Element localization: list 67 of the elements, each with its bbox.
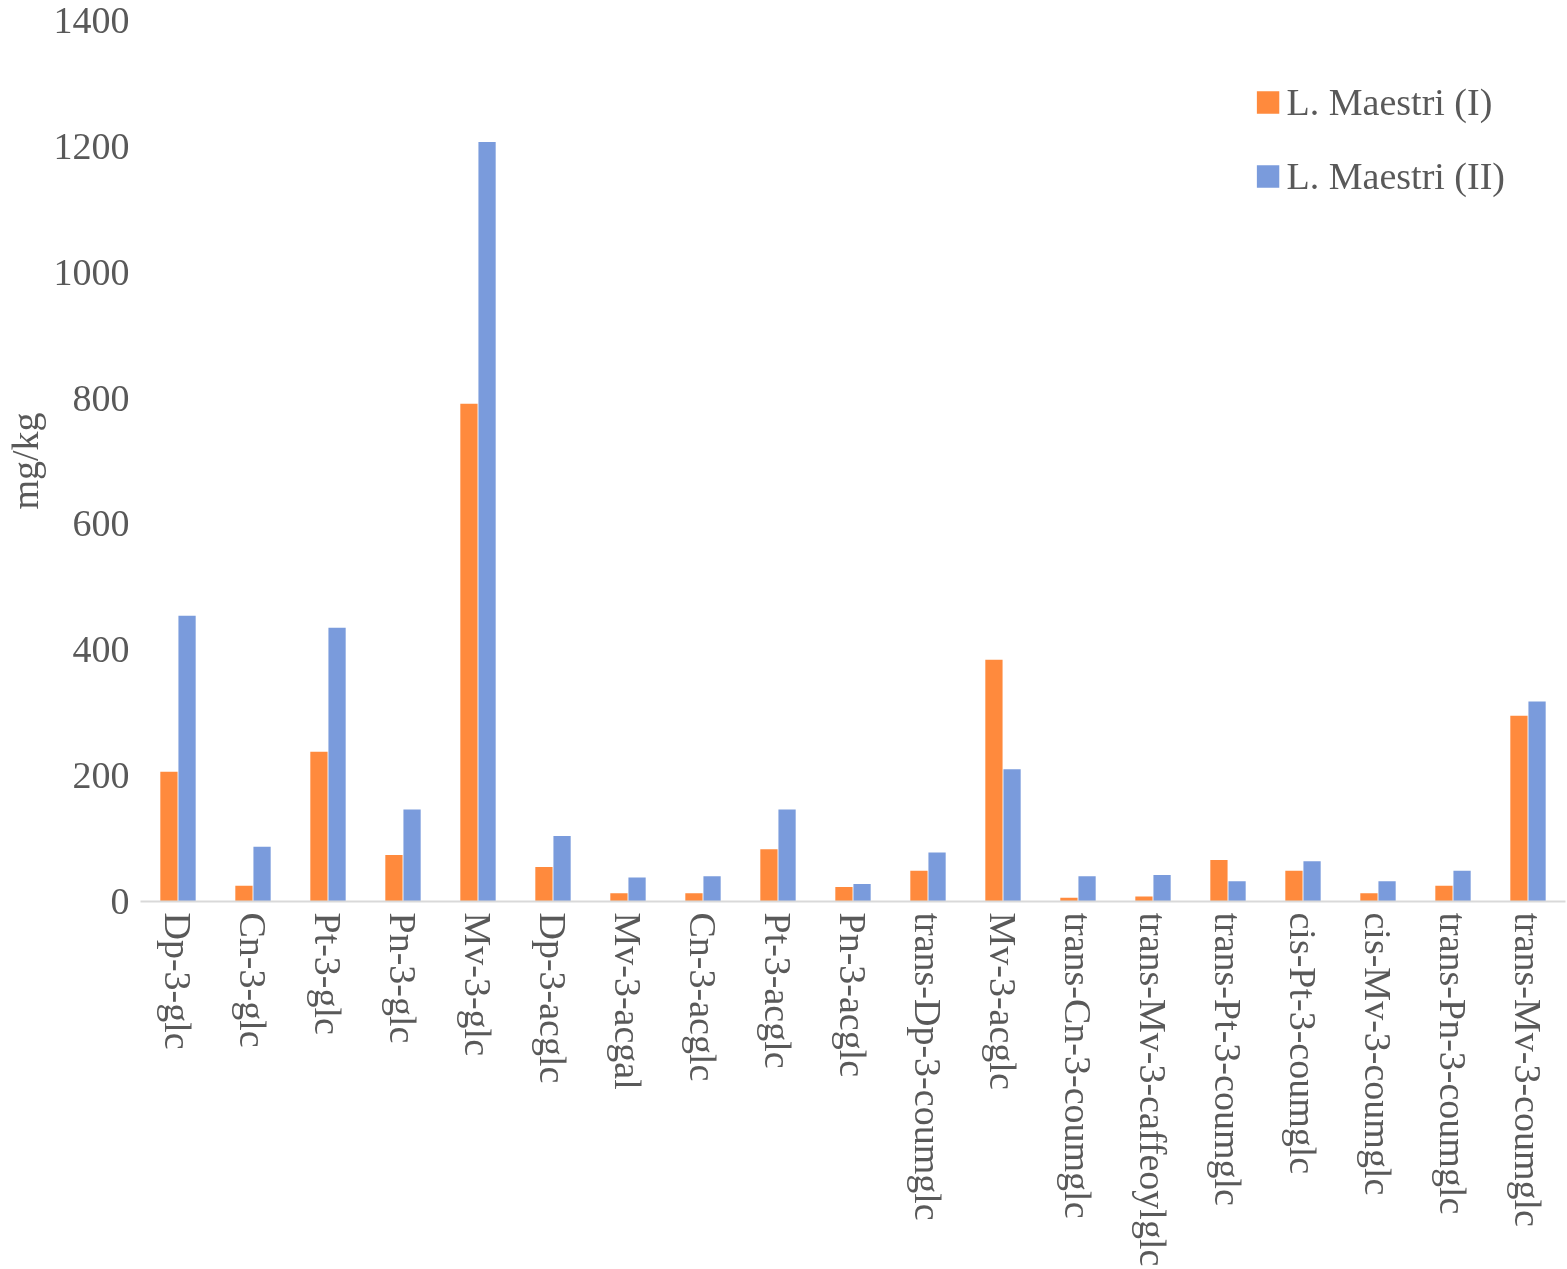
- legend-label: L. Maestri (II): [1286, 154, 1505, 198]
- x-tick-label: Cn-3-acglc: [682, 912, 724, 1082]
- bar: [385, 854, 403, 902]
- x-tick-label: Mv-3-acglc: [982, 912, 1024, 1090]
- x-tick-label: Dp-3-acglc: [532, 912, 574, 1084]
- y-tick-label: 0: [110, 880, 130, 922]
- y-axis-title: mg/kg: [3, 412, 46, 510]
- x-tick-label: trans-Mv-3-caffeoylglc: [1132, 912, 1174, 1267]
- bar: [853, 883, 871, 902]
- x-tick-label: Dp-3-glc: [157, 912, 199, 1050]
- bar: [553, 836, 571, 902]
- x-tick-label: trans-Pt-3-coumglc: [1207, 912, 1249, 1206]
- bar: [685, 893, 703, 902]
- x-tick-label: trans-Cn-3-coumglc: [1057, 912, 1099, 1219]
- x-tick-label: trans-Pn-3-coumglc: [1432, 912, 1474, 1215]
- bar: [1153, 875, 1171, 902]
- x-tick-label: Pt-3-glc: [307, 912, 349, 1035]
- y-tick-label: 800: [72, 376, 130, 419]
- bar: [760, 849, 778, 902]
- y-tick-label: 200: [72, 754, 130, 797]
- x-tick-label: cis-Pt-3-coumglc: [1282, 912, 1324, 1175]
- bar: [628, 877, 646, 902]
- bar: [535, 866, 553, 902]
- bar: [178, 615, 196, 902]
- y-tick-label: 600: [72, 502, 130, 545]
- bar: [310, 751, 328, 902]
- bar: [835, 887, 853, 902]
- bar: [403, 809, 421, 902]
- bar: [1285, 870, 1303, 902]
- bar: [478, 141, 496, 902]
- x-tick-label: Pt-3-acglc: [757, 912, 799, 1069]
- bar: [235, 885, 253, 902]
- bar: [460, 403, 478, 902]
- bar: [1360, 893, 1378, 902]
- bar: [1228, 881, 1246, 902]
- bar: [1378, 881, 1396, 902]
- bar: [610, 893, 628, 902]
- bar: [1528, 701, 1546, 902]
- bar: [1453, 870, 1471, 902]
- bar: [928, 852, 946, 902]
- bar: [1078, 876, 1096, 902]
- bar: [253, 846, 271, 902]
- y-tick-label: 1000: [53, 250, 130, 293]
- bar: [703, 876, 721, 902]
- bar: [1435, 885, 1453, 902]
- x-tick-label: Cn-3-glc: [232, 912, 274, 1048]
- x-tick-label: Mv-3-acgal: [607, 912, 649, 1090]
- bar: [1135, 896, 1153, 902]
- bar: [1003, 769, 1021, 902]
- bar: [1303, 861, 1321, 902]
- bar: [985, 659, 1003, 902]
- bar: [328, 627, 346, 902]
- x-tick-label: cis-Mv-3-coumglc: [1357, 912, 1399, 1196]
- x-tick-label: Pn-3-glc: [382, 912, 424, 1044]
- legend-label: L. Maestri (I): [1286, 80, 1493, 124]
- y-tick-label: 1400: [53, 0, 130, 41]
- bar: [1210, 859, 1228, 902]
- bar: [778, 809, 796, 902]
- x-tick-label: Pn-3-acglc: [832, 912, 874, 1078]
- y-tick-label: 1200: [53, 124, 130, 167]
- y-tick-label: 400: [72, 628, 130, 671]
- bar: [160, 771, 178, 902]
- x-tick-label: trans-Mv-3-coumglc: [1507, 912, 1549, 1227]
- bar: [910, 870, 928, 902]
- bar: [1510, 715, 1528, 902]
- x-tick-label: trans-Dp-3-coumglc: [907, 912, 949, 1221]
- x-tick-label: Mv-3-glc: [457, 912, 499, 1057]
